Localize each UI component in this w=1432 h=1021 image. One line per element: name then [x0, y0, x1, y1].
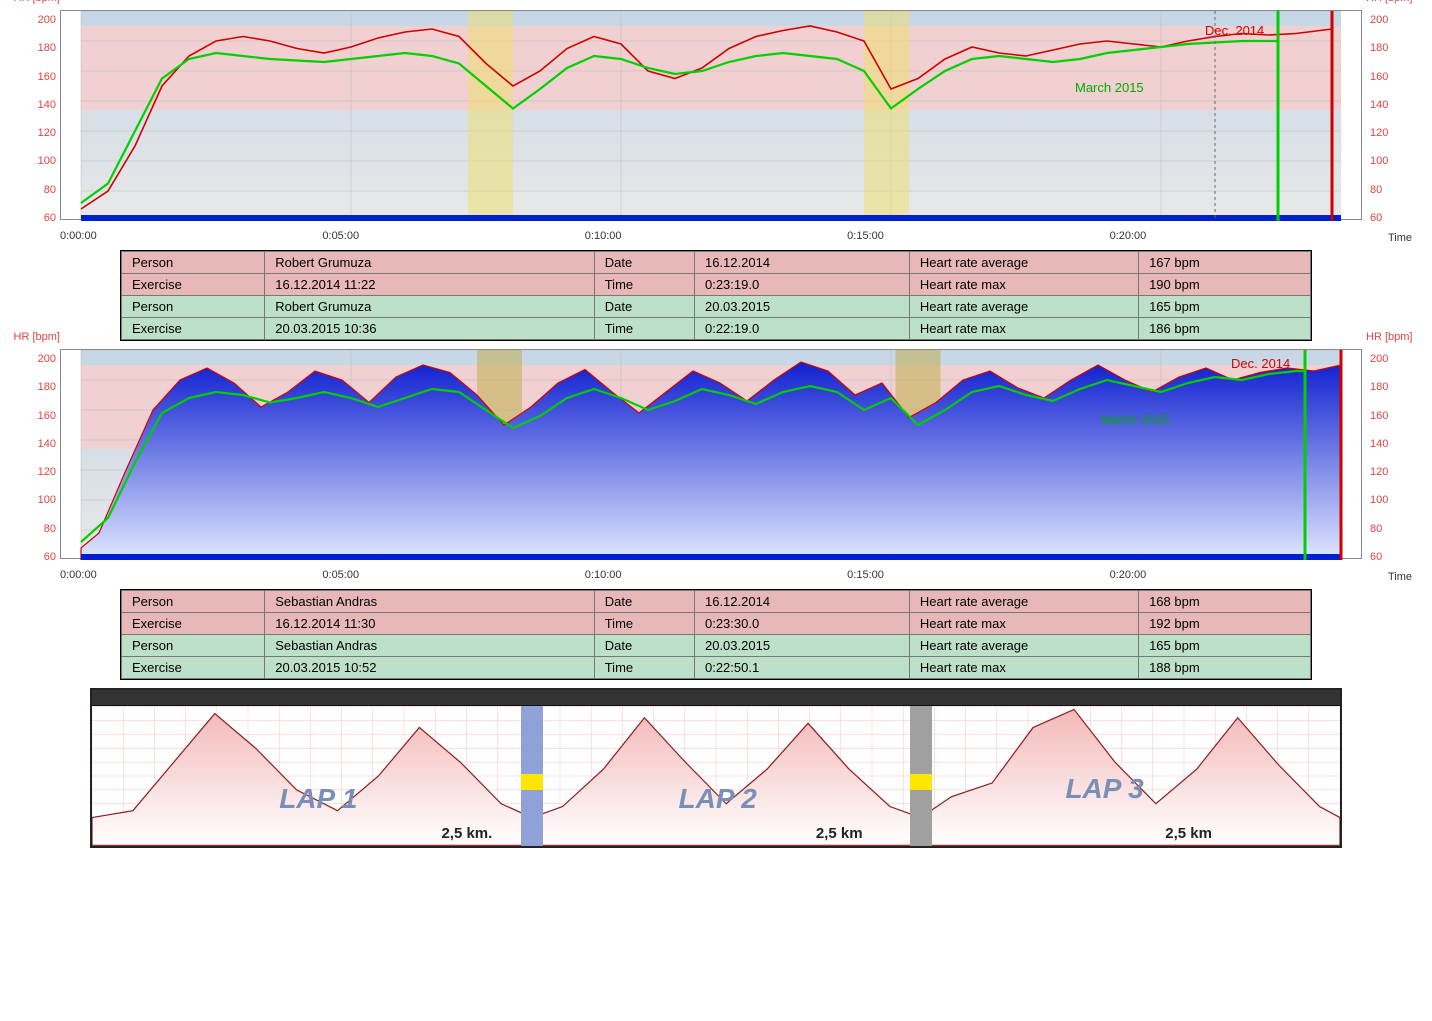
- table-cell: Heart rate max: [909, 318, 1138, 340]
- chart2-yaxis-right: HR [bpm] 6080100120140160180200: [1362, 349, 1422, 567]
- chart-annotation: March 2015: [1075, 80, 1144, 95]
- table-cell: Heart rate average: [909, 591, 1138, 613]
- table-cell: 16.12.2014 11:30: [265, 613, 594, 635]
- table-cell: 16.12.2014: [694, 252, 909, 274]
- table-cell: 0:22:19.0: [694, 318, 909, 340]
- lap-plot[interactable]: LAP 1 LAP 2 LAP 3 2,5 km. 2,5 km 2,5 km: [92, 706, 1340, 846]
- lap-distance: 2,5 km.: [441, 825, 492, 842]
- chart1-block: HR [bpm] 6080100120140160180200 Dec. 201…: [10, 10, 1422, 242]
- table-row: PersonSebastian AndrasDate20.03.2015Hear…: [122, 635, 1311, 657]
- table-cell: 188 bpm: [1139, 657, 1311, 679]
- table-cell: 165 bpm: [1139, 296, 1311, 318]
- table-cell: Heart rate max: [909, 613, 1138, 635]
- lap-label: LAP 2: [679, 783, 757, 815]
- chart-annotation: Dec. 2014: [1205, 23, 1264, 38]
- table-cell: 16.12.2014: [694, 591, 909, 613]
- table-cell: 168 bpm: [1139, 591, 1311, 613]
- table-cell: 167 bpm: [1139, 252, 1311, 274]
- table-cell: 20.03.2015 10:36: [265, 318, 594, 340]
- table-cell: 0:23:19.0: [694, 274, 909, 296]
- table-row: Exercise20.03.2015 10:36Time0:22:19.0Hea…: [122, 318, 1311, 340]
- chart2-yaxis-left: HR [bpm] 6080100120140160180200: [10, 349, 60, 567]
- table-row: PersonSebastian AndrasDate16.12.2014Hear…: [122, 591, 1311, 613]
- chart2-block: HR [bpm] 6080100120140160180200 Dec. 201…: [10, 349, 1422, 581]
- table-row: PersonRobert GrumuzaDate16.12.2014Heart …: [122, 252, 1311, 274]
- table-cell: Heart rate max: [909, 274, 1138, 296]
- chart2-yaxis-right-label: HR [bpm]: [1366, 331, 1412, 343]
- table-cell: Time: [594, 318, 694, 340]
- table-cell: Exercise: [122, 613, 265, 635]
- table-row: Exercise16.12.2014 11:30Time0:23:30.0Hea…: [122, 613, 1311, 635]
- chart2-xaxis-label: Time: [1388, 571, 1412, 583]
- table-row: Exercise16.12.2014 11:22Time0:23:19.0Hea…: [122, 274, 1311, 296]
- table-row: PersonRobert GrumuzaDate20.03.2015Heart …: [122, 296, 1311, 318]
- table-cell: 190 bpm: [1139, 274, 1311, 296]
- chart1-yaxis-right-label: HR [bpm]: [1366, 0, 1412, 4]
- table-cell: Robert Grumuza: [265, 252, 594, 274]
- table-cell: Person: [122, 635, 265, 657]
- table2: PersonSebastian AndrasDate16.12.2014Hear…: [121, 590, 1311, 679]
- chart1-yaxis-right: HR [bpm] 6080100120140160180200: [1362, 10, 1422, 228]
- chart1-xaxis-label: Time: [1388, 232, 1412, 244]
- chart-annotation: March 2015: [1101, 412, 1170, 427]
- table-cell: Person: [122, 296, 265, 318]
- table-cell: 16.12.2014 11:22: [265, 274, 594, 296]
- lap-separator: [910, 706, 932, 846]
- chart1-yaxis-left: HR [bpm] 6080100120140160180200: [10, 10, 60, 228]
- table-cell: Robert Grumuza: [265, 296, 594, 318]
- chart1-xaxis: 0:00:000:05:000:10:000:15:000:20:00: [10, 228, 1422, 242]
- table-cell: 0:23:30.0: [694, 613, 909, 635]
- table1: PersonRobert GrumuzaDate16.12.2014Heart …: [121, 251, 1311, 340]
- table-cell: Sebastian Andras: [265, 591, 594, 613]
- table-cell: Date: [594, 252, 694, 274]
- table-cell: 20.03.2015 10:52: [265, 657, 594, 679]
- lap-titlebar: [92, 690, 1340, 706]
- table-cell: Exercise: [122, 274, 265, 296]
- table-cell: 192 bpm: [1139, 613, 1311, 635]
- lap-panel: LAP 1 LAP 2 LAP 3 2,5 km. 2,5 km 2,5 km: [90, 688, 1342, 848]
- table2-wrap: PersonSebastian AndrasDate16.12.2014Hear…: [120, 589, 1312, 680]
- table-cell: Exercise: [122, 318, 265, 340]
- table-cell: Date: [594, 296, 694, 318]
- chart1-plot[interactable]: Dec. 2014 March 2015: [60, 10, 1362, 220]
- chart-annotation: Dec. 2014: [1231, 356, 1290, 371]
- table1-wrap: PersonRobert GrumuzaDate16.12.2014Heart …: [120, 250, 1312, 341]
- table-cell: 0:22:50.1: [694, 657, 909, 679]
- lap-distance: 2,5 km: [1165, 825, 1212, 842]
- table-cell: Date: [594, 635, 694, 657]
- table-cell: 20.03.2015: [694, 296, 909, 318]
- lap-separator: [521, 706, 543, 846]
- table-cell: Exercise: [122, 657, 265, 679]
- table-cell: 20.03.2015: [694, 635, 909, 657]
- chart2-xaxis: 0:00:000:05:000:10:000:15:000:20:00: [10, 567, 1422, 581]
- table-cell: Person: [122, 252, 265, 274]
- table-cell: Sebastian Andras: [265, 635, 594, 657]
- table-cell: Time: [594, 657, 694, 679]
- table-cell: 165 bpm: [1139, 635, 1311, 657]
- table-cell: Time: [594, 274, 694, 296]
- chart2-yaxis-left-label: HR [bpm]: [14, 331, 60, 343]
- table-cell: Heart rate average: [909, 635, 1138, 657]
- chart1-yaxis-left-label: HR [bpm]: [14, 0, 60, 4]
- table-cell: Time: [594, 613, 694, 635]
- table-cell: Heart rate average: [909, 296, 1138, 318]
- lap-label: LAP 3: [1065, 773, 1143, 805]
- lap-label: LAP 1: [279, 783, 357, 815]
- table-cell: Heart rate max: [909, 657, 1138, 679]
- chart2-plot[interactable]: Dec. 2014 March 2015: [60, 349, 1362, 559]
- page-container: HR [bpm] 6080100120140160180200 Dec. 201…: [0, 0, 1432, 862]
- table-cell: 186 bpm: [1139, 318, 1311, 340]
- table-cell: Date: [594, 591, 694, 613]
- table-cell: Person: [122, 591, 265, 613]
- table-row: Exercise20.03.2015 10:52Time0:22:50.1Hea…: [122, 657, 1311, 679]
- table-cell: Heart rate average: [909, 252, 1138, 274]
- lap-distance: 2,5 km: [816, 825, 863, 842]
